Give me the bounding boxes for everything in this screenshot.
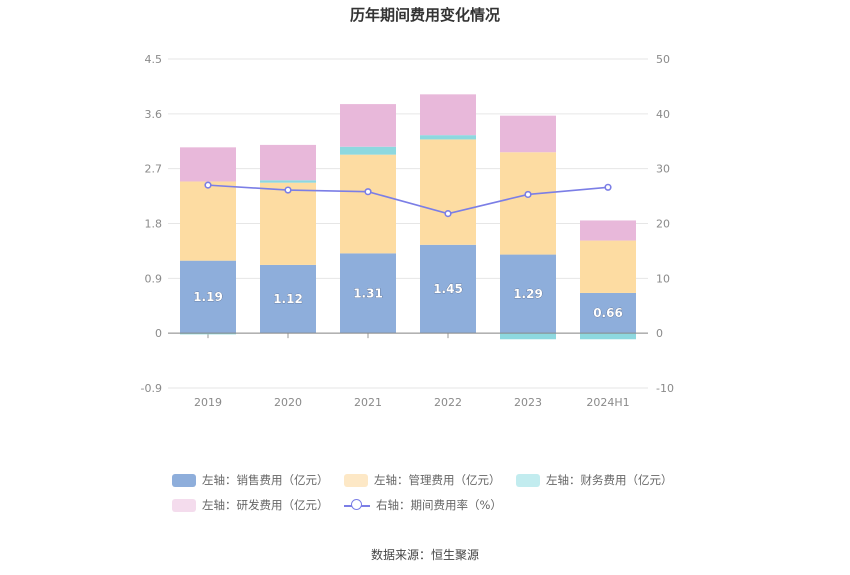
legend-swatch-icon [172, 498, 196, 512]
legend-item[interactable]: 左轴：研发费用（亿元） [172, 497, 329, 513]
bar-segment [180, 181, 236, 261]
left-axis-tick-label: -0.9 [141, 382, 162, 395]
bar-value-label: 1.29 [513, 287, 543, 301]
bar-segment [580, 220, 636, 241]
legend-swatch-icon [344, 473, 368, 487]
legend-item[interactable]: 左轴：销售费用（亿元） [172, 472, 329, 488]
bar-segment [340, 154, 396, 254]
x-axis-tick-label: 2024H1 [586, 396, 629, 409]
legend-swatch-icon [172, 473, 196, 487]
expense-ratio-point [444, 210, 452, 218]
bar-segment [420, 139, 476, 245]
x-axis-tick-label: 2022 [434, 396, 462, 409]
bar-segment [340, 104, 396, 147]
bar-segment [420, 94, 476, 136]
x-axis-tick-label: 2019 [194, 396, 222, 409]
chart-title: 历年期间费用变化情况 [349, 6, 500, 24]
left-axis-tick-label: 3.6 [145, 108, 163, 121]
bar-segment [260, 144, 316, 181]
left-axis-tick-label: 0.9 [145, 272, 163, 285]
left-axis-tick-label: 1.8 [145, 218, 163, 231]
left-axis-tick-label: 0 [155, 327, 162, 340]
bar-value-label: 1.12 [273, 292, 303, 306]
bar-segment [500, 333, 556, 340]
bar-segment [260, 182, 316, 265]
bar-segment [420, 135, 476, 140]
expense-ratio-point [284, 186, 292, 194]
expense-ratio-point [604, 183, 612, 191]
legend-label: 左轴：财务费用（亿元） [546, 473, 673, 487]
right-axis-tick-label: 30 [656, 163, 670, 176]
bar-segment [420, 244, 476, 334]
left-axis-tick-label: 2.7 [145, 163, 163, 176]
bar-value-label: 1.19 [193, 290, 223, 304]
left-axis-tick-label: 4.5 [145, 53, 163, 66]
data-source-note: 数据来源：恒生聚源 [370, 548, 479, 562]
bar-segment [180, 333, 236, 335]
right-axis-tick-label: 40 [656, 108, 670, 121]
bar-segment [580, 333, 636, 340]
legend-label: 右轴：期间费用率（%） [376, 498, 502, 512]
bar-segment [500, 152, 556, 255]
legend-label: 左轴：管理费用（亿元） [374, 473, 501, 487]
bar-segment [580, 292, 636, 334]
bar-value-label: 1.45 [433, 282, 463, 296]
legend-item[interactable]: 左轴：财务费用（亿元） [516, 472, 673, 488]
expense-ratio-point [364, 188, 372, 196]
legend-item[interactable]: 右轴：期间费用率（%） [344, 497, 502, 513]
legend-label: 左轴：研发费用（亿元） [202, 498, 329, 512]
x-axis-tick-label: 2021 [354, 396, 382, 409]
legend-line-marker-icon [344, 498, 370, 512]
expense-ratio-line [207, 184, 609, 215]
bar-segment [340, 146, 396, 155]
bar-segment [500, 115, 556, 153]
bar-segment [180, 260, 236, 334]
x-axis-tick-label: 2023 [514, 396, 542, 409]
chart-canvas: -0.9 -10 0 0 0.9 10 1.8 20 2.7 30 3.6 40 4.5 50 2019 20… [141, 53, 674, 409]
right-axis-tick-label: 10 [656, 272, 670, 285]
bar-segment [260, 180, 316, 183]
expense-ratio-point [524, 190, 532, 199]
bar-segment [260, 264, 316, 334]
bar-segment [180, 147, 236, 182]
right-axis-tick-label: 20 [656, 218, 670, 231]
right-axis-tick-label: 50 [656, 53, 670, 66]
legend-swatch-icon [516, 473, 540, 487]
legend-label: 左轴：销售费用（亿元） [202, 473, 329, 487]
x-axis-tick-label: 2020 [274, 396, 302, 409]
bar-segment [500, 254, 556, 334]
bar-value-label: 1.31 [353, 286, 383, 300]
expense-ratio-point [204, 181, 212, 189]
legend-item[interactable]: 左轴：管理费用（亿元） [344, 472, 501, 488]
bar-value-label: 0.66 [593, 306, 623, 320]
right-axis-tick-label: -10 [656, 382, 674, 395]
bar-segment [580, 240, 636, 293]
right-axis-tick-label: 0 [656, 327, 663, 340]
bar-segment [340, 253, 396, 334]
